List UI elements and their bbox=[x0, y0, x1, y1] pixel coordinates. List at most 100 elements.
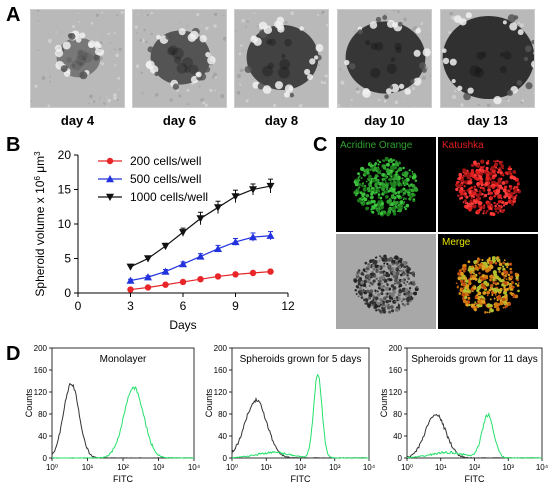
cell-dot bbox=[374, 292, 377, 294]
cell-dot bbox=[404, 298, 407, 300]
spheroid-dark-spot bbox=[374, 42, 384, 51]
cell-dot bbox=[390, 195, 395, 199]
spheroid-dark-spot bbox=[395, 46, 402, 54]
micrograph-texture bbox=[429, 74, 431, 77]
micrograph-day-6 bbox=[132, 9, 227, 108]
micrograph-texture bbox=[144, 14, 146, 16]
cell-dot bbox=[487, 159, 490, 163]
cell-dot bbox=[375, 309, 378, 312]
cell-dot bbox=[493, 297, 496, 300]
micrograph-image bbox=[235, 10, 328, 107]
cell-dot bbox=[381, 307, 384, 310]
cell-dot bbox=[512, 176, 517, 181]
cell-dot bbox=[374, 289, 377, 292]
cell-dot bbox=[368, 201, 372, 205]
histogram-title: Monolayer bbox=[100, 354, 147, 365]
spheroid-cell bbox=[384, 94, 389, 99]
cell-dot bbox=[488, 260, 493, 265]
cell-dot bbox=[494, 160, 497, 163]
cell-dot bbox=[384, 176, 388, 179]
cell-dot bbox=[503, 281, 508, 286]
spheroid-dark-spot bbox=[184, 67, 191, 73]
cell-dot bbox=[383, 262, 386, 265]
merge-label: Merge bbox=[442, 237, 471, 248]
cell-dot bbox=[489, 196, 493, 200]
cell-dot bbox=[475, 165, 478, 168]
cell-dot bbox=[475, 170, 480, 175]
cell-dot bbox=[495, 279, 497, 282]
cell-dot bbox=[494, 183, 499, 187]
cell-dot bbox=[481, 299, 486, 304]
data-point bbox=[127, 286, 134, 293]
cell-dot bbox=[459, 194, 462, 196]
x-axis-label: FITC bbox=[465, 474, 485, 484]
cell-dot bbox=[467, 296, 471, 300]
data-point bbox=[231, 193, 240, 201]
cell-dot bbox=[474, 177, 477, 180]
spheroid-cell bbox=[79, 71, 88, 80]
micrograph-texture bbox=[325, 23, 328, 27]
x-tick-label: 10² bbox=[117, 463, 129, 472]
cell-dot bbox=[467, 260, 471, 264]
micrograph-texture bbox=[150, 11, 154, 15]
cell-dot bbox=[471, 271, 474, 274]
micrograph-texture bbox=[321, 10, 325, 14]
cell-dot bbox=[405, 203, 410, 208]
cell-dot bbox=[356, 192, 359, 195]
cell-dot bbox=[369, 292, 373, 297]
y-tick-label: 80 bbox=[38, 410, 47, 419]
cell-dot bbox=[500, 289, 503, 292]
cell-dot bbox=[375, 256, 378, 259]
cell-dot bbox=[363, 169, 367, 173]
cell-dot bbox=[386, 305, 391, 310]
micrograph-texture bbox=[169, 98, 173, 102]
cell-dot bbox=[388, 177, 393, 182]
data-point bbox=[249, 269, 257, 277]
cell-dot bbox=[368, 183, 373, 188]
cell-dot bbox=[488, 311, 491, 314]
cell-dot bbox=[395, 296, 399, 299]
micrograph-texture bbox=[284, 21, 288, 24]
x-tick-label: 10⁴ bbox=[188, 463, 201, 472]
cell-dot bbox=[476, 294, 479, 297]
cell-dot bbox=[466, 172, 471, 177]
cell-dot bbox=[383, 272, 387, 275]
cell-dot bbox=[475, 306, 478, 309]
cell-dot bbox=[470, 269, 473, 272]
cell-dot bbox=[409, 298, 412, 301]
micrograph-texture bbox=[211, 75, 215, 79]
cell-dot bbox=[510, 275, 514, 279]
series-1: 500 cells/well bbox=[98, 172, 275, 284]
spheroid-cell bbox=[534, 52, 535, 56]
legend-label: 1000 cells/well bbox=[130, 190, 208, 204]
x-tick-label: 10⁰ bbox=[226, 463, 238, 472]
cell-dot bbox=[508, 170, 512, 174]
cell-dot bbox=[458, 292, 462, 295]
cell-dot bbox=[380, 288, 385, 292]
cell-dot bbox=[464, 295, 468, 299]
cell-dot bbox=[462, 299, 467, 304]
cell-dot bbox=[474, 188, 478, 192]
micrograph-texture bbox=[113, 32, 116, 35]
cell-dot bbox=[464, 202, 467, 205]
katushka-image bbox=[455, 159, 522, 217]
cell-dot bbox=[381, 187, 385, 192]
cell-dot bbox=[497, 178, 501, 182]
cell-dot bbox=[463, 173, 468, 177]
cell-dot bbox=[488, 288, 492, 292]
spheroid-dark-spot bbox=[79, 61, 85, 67]
cell-dot bbox=[377, 200, 382, 204]
micrograph-texture bbox=[202, 101, 206, 105]
cell-dot bbox=[375, 296, 379, 301]
cell-dot bbox=[371, 178, 376, 183]
spheroid-cell bbox=[205, 51, 211, 58]
cell-dot bbox=[359, 191, 363, 195]
cell-dot bbox=[376, 208, 381, 213]
cell-dot bbox=[369, 260, 372, 263]
cell-dot bbox=[395, 170, 399, 173]
spheroid-cell bbox=[283, 91, 290, 98]
cell-dot bbox=[459, 279, 464, 283]
cell-dot bbox=[362, 192, 366, 196]
micrograph-texture bbox=[198, 85, 201, 88]
cell-dot bbox=[380, 282, 383, 285]
